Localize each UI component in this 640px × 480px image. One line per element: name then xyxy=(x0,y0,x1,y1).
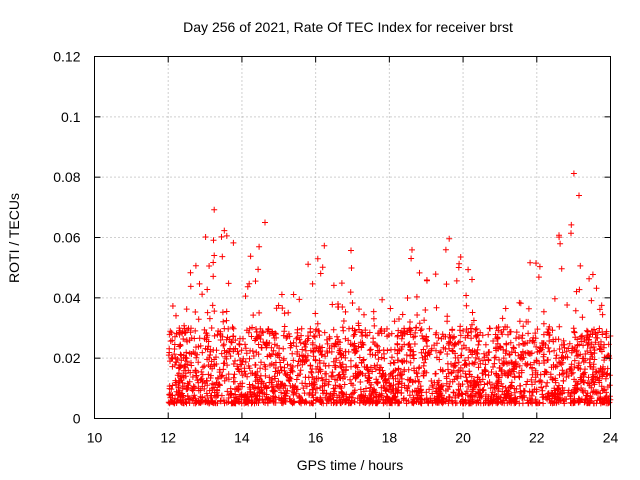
y-tick-label: 0 xyxy=(73,411,81,427)
y-tick-label: 0.08 xyxy=(53,169,80,185)
grid-lines xyxy=(94,56,611,419)
y-tick-label: 0.06 xyxy=(53,230,80,246)
x-tick-label: 18 xyxy=(382,430,398,446)
x-tick-label: 24 xyxy=(603,430,619,446)
x-tick-label: 10 xyxy=(87,430,103,446)
y-tick-label: 0.02 xyxy=(53,350,80,366)
chart-title: Day 256 of 2021, Rate Of TEC Index for r… xyxy=(183,19,513,35)
x-tick-labels: 10 12 14 16 18 20 22 24 xyxy=(87,430,619,446)
scatter-points xyxy=(165,170,614,407)
x-axis-label: GPS time / hours xyxy=(297,457,404,473)
y-tick-label: 0.1 xyxy=(61,109,81,125)
y-axis-label: ROTI / TECUs xyxy=(6,193,22,283)
data-points xyxy=(165,170,614,407)
x-tick-label: 14 xyxy=(234,430,250,446)
x-tick-label: 20 xyxy=(455,430,471,446)
x-tick-label: 22 xyxy=(529,430,545,446)
y-tick-label: 0.12 xyxy=(53,49,80,65)
y-tick-label: 0.04 xyxy=(53,290,80,306)
axis-ticks xyxy=(94,56,611,419)
x-tick-label: 16 xyxy=(308,430,324,446)
y-tick-labels: 0 0.02 0.04 0.06 0.08 0.1 0.12 xyxy=(53,49,80,427)
x-tick-label: 12 xyxy=(160,430,176,446)
